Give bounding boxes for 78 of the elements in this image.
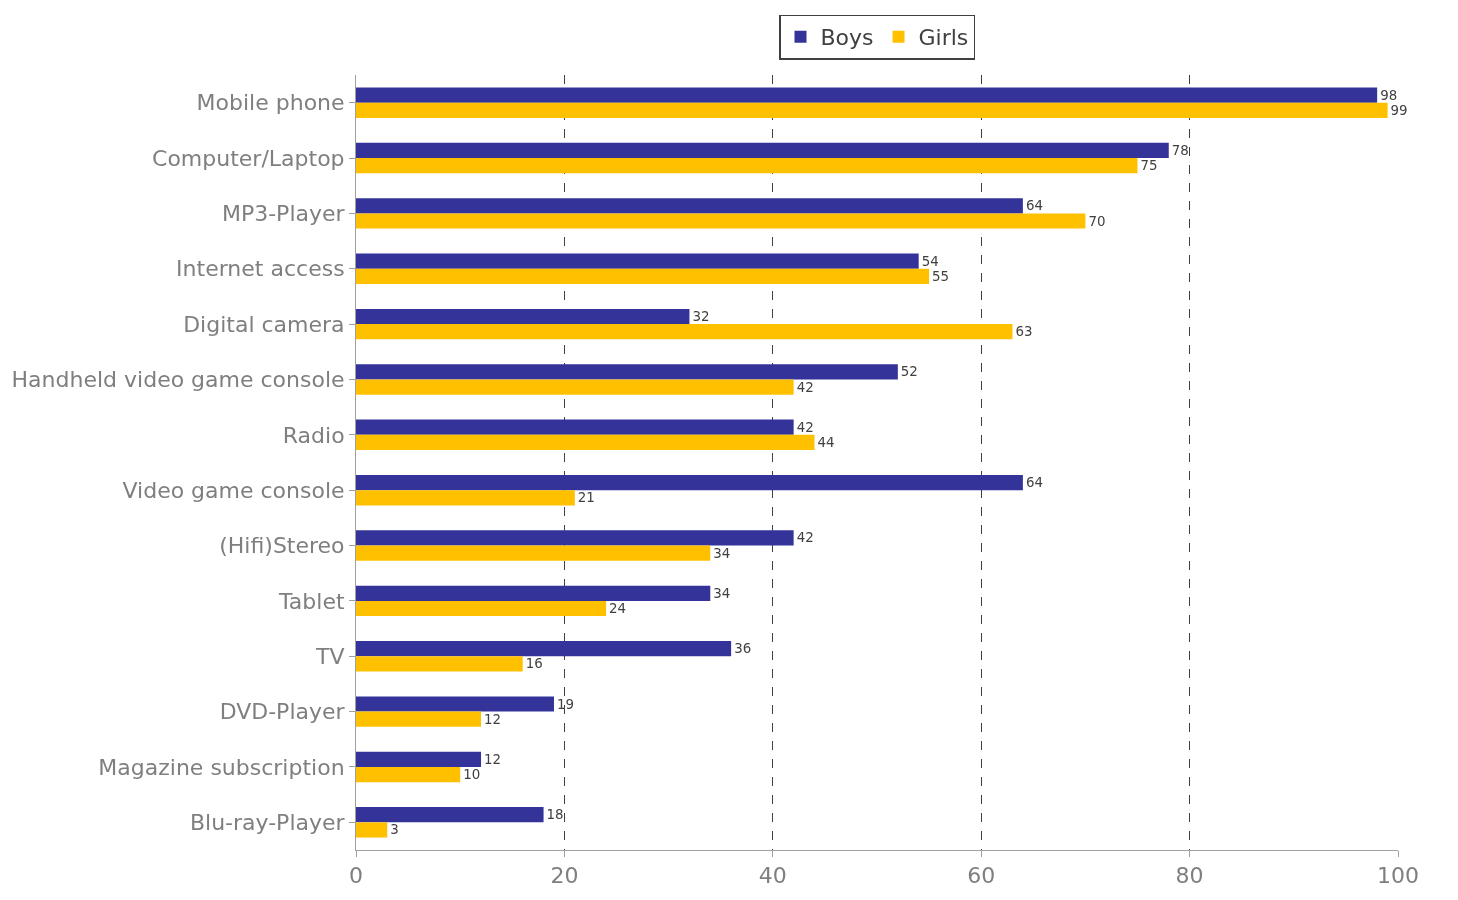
x-tick-label: 40 (758, 863, 787, 889)
bar (356, 158, 1138, 174)
data-label: 98 (1380, 87, 1398, 103)
x-tick-label: 80 (1175, 863, 1204, 889)
data-label: 34 (713, 545, 731, 561)
bar (356, 696, 554, 712)
bar (356, 474, 1023, 491)
bar (356, 308, 690, 325)
data-label: 64 (1025, 198, 1043, 214)
data-label: 70 (1088, 213, 1106, 229)
y-tick-label: TV (315, 643, 345, 669)
y-tick-label: (Hifi)Stereo (219, 533, 345, 559)
bar (356, 379, 794, 395)
x-tick-label: 60 (967, 863, 996, 889)
y-tick-label: Digital camera (183, 311, 345, 337)
y-tick-label: Blu-ray-Player (189, 810, 346, 836)
data-label: 24 (609, 601, 627, 617)
data-label: 63 (1015, 324, 1033, 340)
data-label: 18 (546, 807, 564, 823)
bar (356, 807, 544, 823)
bar (356, 641, 732, 657)
data-label: 52 (900, 364, 918, 380)
bar (356, 364, 898, 380)
data-label: 99 (1390, 102, 1408, 118)
x-tick-label: 0 (349, 863, 363, 889)
data-label: 19 (556, 696, 575, 712)
data-label: 75 (1140, 158, 1158, 174)
bar (356, 102, 1388, 118)
x-tick-label: 100 (1377, 863, 1419, 889)
legend-label: Boys (820, 25, 874, 51)
bar (356, 419, 794, 435)
bar (356, 324, 1013, 340)
data-label: 55 (932, 268, 950, 284)
bar (356, 253, 919, 269)
data-label: 21 (577, 490, 595, 506)
bar (356, 600, 607, 617)
y-tick-label: DVD-Player (219, 699, 346, 725)
y-tick-label: Tablet (278, 588, 345, 614)
legend-label: Girls (918, 25, 969, 51)
bar (356, 268, 930, 284)
data-label: 3 (390, 822, 399, 838)
bar (356, 751, 482, 767)
y-tick-label: MP3-Player (221, 201, 346, 227)
data-label: 36 (734, 641, 752, 657)
bar (356, 490, 575, 506)
data-label: 10 (463, 767, 481, 783)
bar (356, 711, 482, 727)
y-tick-label: Internet access (176, 256, 345, 282)
bar (356, 656, 523, 672)
data-label: 34 (713, 585, 731, 601)
data-label: 54 (921, 253, 939, 269)
y-tick-label: Radio (282, 422, 345, 448)
data-label: 12 (484, 711, 502, 727)
data-label: 32 (692, 309, 710, 325)
data-label: 42 (796, 419, 814, 435)
data-label: 12 (484, 751, 502, 767)
data-label: 16 (525, 656, 543, 672)
bar (356, 822, 388, 838)
y-tick-label: Video game console (122, 477, 345, 503)
bar (356, 87, 1378, 103)
y-tick-label: Handheld video game console (11, 367, 345, 393)
bar (356, 142, 1169, 159)
bar (356, 585, 711, 601)
data-label: 78 (1171, 142, 1189, 158)
data-label: 42 (796, 530, 814, 546)
bar (356, 530, 794, 546)
bar (356, 545, 711, 561)
data-label: 44 (817, 435, 835, 450)
data-label: 64 (1025, 475, 1043, 491)
y-tick-label: Computer/Laptop (152, 145, 345, 171)
bar (356, 766, 461, 783)
bar (356, 213, 1086, 229)
bar (356, 198, 1023, 214)
data-label: 42 (796, 379, 814, 395)
y-tick-label: Mobile phone (196, 90, 345, 116)
y-tick-label: Magazine subscription (98, 754, 345, 780)
x-tick-label: 20 (550, 863, 579, 889)
bar (356, 434, 815, 451)
